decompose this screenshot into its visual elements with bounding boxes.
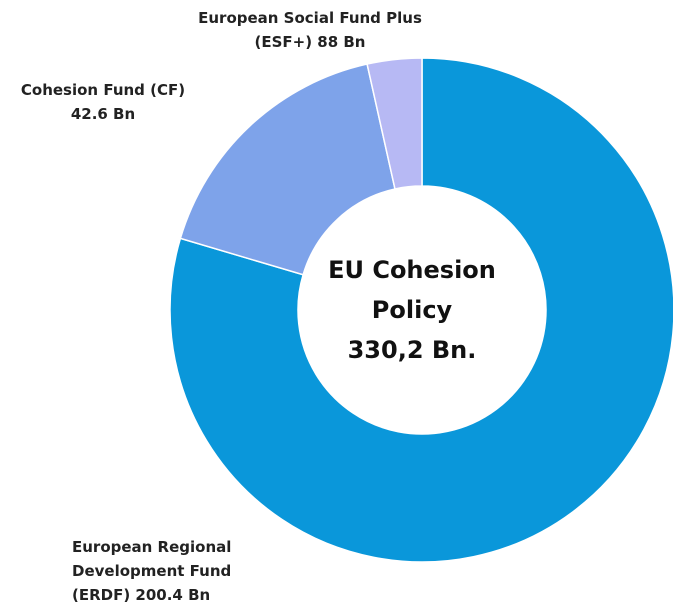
esf-label-line-1: European Social Fund Plus bbox=[198, 9, 422, 27]
erdf-slice-label: European Regional Development Fund (ERDF… bbox=[72, 535, 292, 607]
slice-erdf bbox=[169, 57, 673, 563]
center-line-1: EU Cohesion bbox=[328, 256, 496, 284]
erdf-label-line-2: Development Fund bbox=[72, 562, 232, 580]
donut-slices bbox=[169, 57, 673, 563]
donut-center-label: EU Cohesion Policy 330,2 Bn. bbox=[312, 250, 512, 370]
esf-label-line-2: (ESF+) 88 Bn bbox=[254, 33, 366, 51]
cf-label-line-1: Cohesion Fund (CF) bbox=[20, 81, 186, 99]
esf-slice-label: European Social Fund Plus (ESF+) 88 Bn bbox=[190, 6, 430, 54]
slice-esf bbox=[366, 57, 423, 190]
erdf-label-line-3: (ERDF) 200.4 Bn bbox=[72, 586, 211, 604]
cf-label-line-2: 42.6 Bn bbox=[70, 105, 136, 123]
cf-slice-label: Cohesion Fund (CF) 42.6 Bn bbox=[8, 78, 198, 126]
erdf-label-line-1: European Regional bbox=[72, 538, 232, 556]
center-line-3: 330,2 Bn. bbox=[347, 336, 477, 364]
slice-cf bbox=[179, 63, 396, 276]
center-line-2: Policy bbox=[371, 296, 453, 324]
